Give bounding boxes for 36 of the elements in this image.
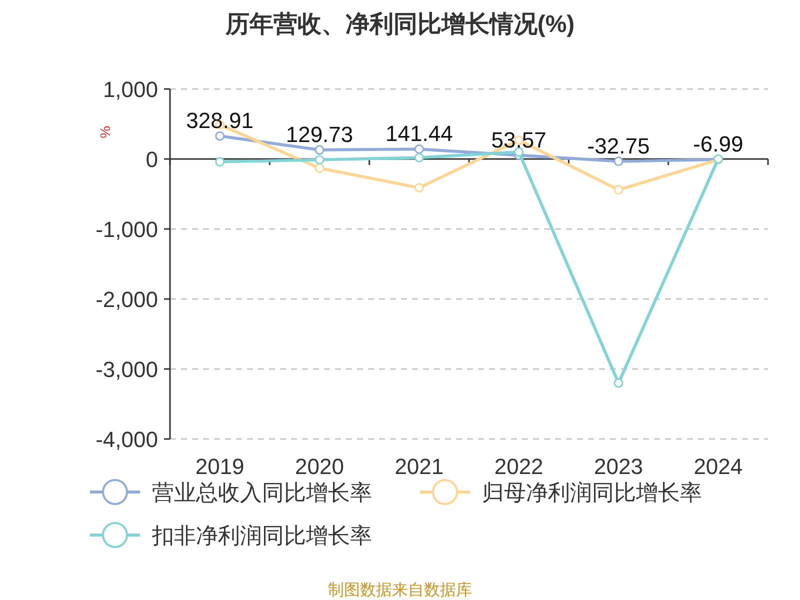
point	[314, 145, 324, 155]
x-tick-label: 2022	[494, 454, 544, 479]
legend-label: 扣非净利润同比增长率	[151, 523, 372, 548]
point	[614, 156, 624, 166]
y-tick-label: 0	[146, 147, 158, 172]
y-axis-title: %	[97, 126, 113, 138]
chart-title: 历年营收、净利同比增长情况(%)	[224, 11, 575, 38]
x-tick-label: 2021	[394, 454, 444, 479]
text: 制图数据来自数据库	[328, 581, 472, 599]
legend-label: 营业总收入同比增长率	[152, 480, 372, 505]
point	[314, 163, 324, 173]
point	[414, 144, 424, 154]
data-label: 129.73	[286, 122, 354, 147]
point	[215, 131, 225, 141]
y-tick-label: -1,000	[96, 217, 158, 242]
y-tick-label: -4,000	[96, 427, 158, 452]
x-tick-label: 2019	[195, 454, 244, 479]
point	[614, 185, 624, 195]
y-tick-label: -3,000	[96, 357, 158, 382]
data-label: 53.57	[491, 127, 546, 152]
data-label: -6.99	[693, 131, 744, 156]
y-tick-label: 1,000	[102, 77, 158, 102]
point	[414, 152, 424, 162]
y-tick-label: -2,000	[96, 287, 158, 312]
point	[414, 182, 424, 192]
point	[314, 154, 324, 164]
data-label: 141.44	[386, 121, 453, 146]
point	[514, 147, 524, 157]
x-tick-label: 2024	[694, 454, 743, 479]
x-tick-label: 2020	[295, 454, 344, 479]
point	[614, 378, 624, 388]
legend-label: 归母净利润同比增长率	[482, 480, 702, 505]
data-label: -32.75	[587, 133, 650, 158]
point	[215, 157, 225, 167]
x-tick-label: 2023	[594, 454, 643, 479]
data-label: 328.91	[186, 108, 254, 133]
